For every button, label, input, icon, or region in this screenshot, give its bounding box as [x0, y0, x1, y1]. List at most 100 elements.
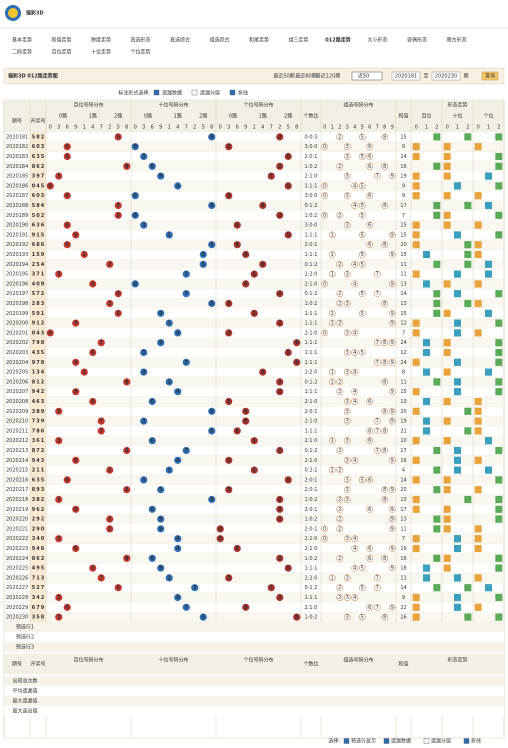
header-bg	[0, 0, 508, 26]
hit-ball	[97, 574, 105, 582]
hit-ball	[276, 378, 284, 386]
sum: 9	[402, 144, 405, 150]
hit-ball	[148, 505, 156, 513]
to-input[interactable]	[431, 71, 461, 81]
group-digit: 5	[361, 566, 364, 572]
hit-ball	[225, 397, 233, 406]
digit-head: 2	[338, 125, 341, 131]
hit-ball	[276, 319, 284, 327]
checkbox[interactable]	[153, 89, 160, 96]
ratio: 2:0:1	[305, 477, 318, 483]
digit-head: 5	[202, 125, 205, 131]
group-digit: 4	[353, 536, 356, 542]
form-block	[412, 143, 420, 151]
draw-digit: 6	[41, 428, 45, 434]
draw-digit: 9	[36, 311, 40, 317]
hit-ball	[89, 280, 97, 288]
hit-digit: 8	[125, 379, 129, 385]
preselect-label: 预选行1	[16, 624, 34, 631]
draw-digit: 9	[36, 566, 40, 572]
query-button[interactable]	[481, 71, 499, 81]
hit-digit: 6	[236, 223, 240, 229]
hit-ball	[55, 270, 63, 278]
hit-ball	[63, 152, 71, 161]
hit-ball	[97, 339, 105, 347]
hit-digit: 5	[117, 213, 121, 219]
group-ball	[321, 280, 329, 288]
footer-option: 遗漏数据	[391, 738, 411, 745]
draw-digit: 2	[41, 556, 45, 562]
group-digit: 0	[323, 183, 326, 189]
draw-digit: 3	[32, 272, 36, 278]
row-stripe	[4, 494, 504, 505]
hit-digit: 4	[261, 203, 265, 209]
group-digit: 8	[383, 340, 386, 346]
form-block	[443, 211, 451, 219]
hit-ball	[157, 525, 165, 533]
nav-link: 质合形态	[446, 37, 466, 44]
group-digit: 8	[383, 428, 386, 434]
group-ball	[358, 309, 366, 317]
hit-digit: 3	[227, 144, 231, 150]
draw-digit: 8	[32, 164, 36, 170]
hit-ball	[89, 564, 97, 572]
stats-label: 最大遗漏值	[12, 698, 37, 705]
from-input[interactable]	[391, 71, 421, 81]
draw-digit: 2	[41, 291, 45, 297]
group-digit: 8	[383, 487, 386, 493]
form-block	[433, 525, 441, 533]
digit-head: 1	[331, 125, 334, 131]
hit-ball	[284, 231, 292, 239]
stats-row	[4, 676, 504, 686]
checkbox[interactable]	[383, 738, 390, 744]
draw-digit: 9	[41, 409, 45, 415]
draw-digit: 7	[36, 291, 40, 297]
site-title: 福彩3D	[25, 10, 44, 17]
form-block	[433, 486, 441, 494]
draw-digit: 1	[36, 379, 40, 385]
form-block	[495, 358, 503, 366]
draw-digit: 6	[41, 223, 45, 229]
ratio: 1:1:1	[305, 183, 318, 189]
group-digit: 3	[346, 497, 349, 503]
checkbox[interactable]	[191, 89, 198, 96]
checkbox[interactable]	[229, 89, 236, 96]
hit-ball	[225, 456, 233, 464]
hit-digit: 8	[295, 340, 299, 346]
form-block	[485, 172, 492, 180]
checkbox[interactable]	[423, 738, 430, 744]
hit-ball	[55, 535, 63, 543]
hit-digit: 9	[74, 232, 78, 238]
draw-digit: 3	[41, 193, 45, 199]
hit-digit: 6	[151, 507, 155, 513]
group-ball	[358, 153, 366, 160]
form-block	[495, 378, 503, 386]
hit-ball	[55, 495, 63, 504]
sum: 9	[402, 595, 405, 601]
digit-head: 4	[91, 125, 94, 131]
hit-ball	[89, 397, 97, 406]
checkbox[interactable]	[343, 738, 350, 744]
hit-digit: 3	[57, 497, 61, 503]
group-digit: 6	[368, 605, 371, 611]
checkbox[interactable]	[463, 738, 470, 744]
group-ball	[373, 358, 381, 366]
group-digit: 9	[391, 605, 394, 611]
sum: 8	[402, 370, 405, 376]
hit-ball	[174, 544, 182, 553]
draw-digit: 3	[36, 154, 40, 160]
hit-digit: 3	[57, 615, 61, 621]
select-box[interactable]	[351, 71, 383, 81]
hit-digit: 0	[134, 213, 138, 219]
group-ball	[321, 192, 329, 200]
form-block	[443, 437, 451, 445]
issue: 2020215	[6, 468, 28, 474]
nav-link: 组选综合	[209, 37, 229, 44]
group-ball	[351, 202, 359, 209]
group-digit: 5	[361, 232, 364, 238]
hit-ball	[80, 368, 88, 376]
hit-ball	[174, 182, 182, 190]
group-ball	[388, 388, 396, 396]
form-block	[485, 260, 492, 268]
hit-digit: 2	[278, 321, 282, 327]
